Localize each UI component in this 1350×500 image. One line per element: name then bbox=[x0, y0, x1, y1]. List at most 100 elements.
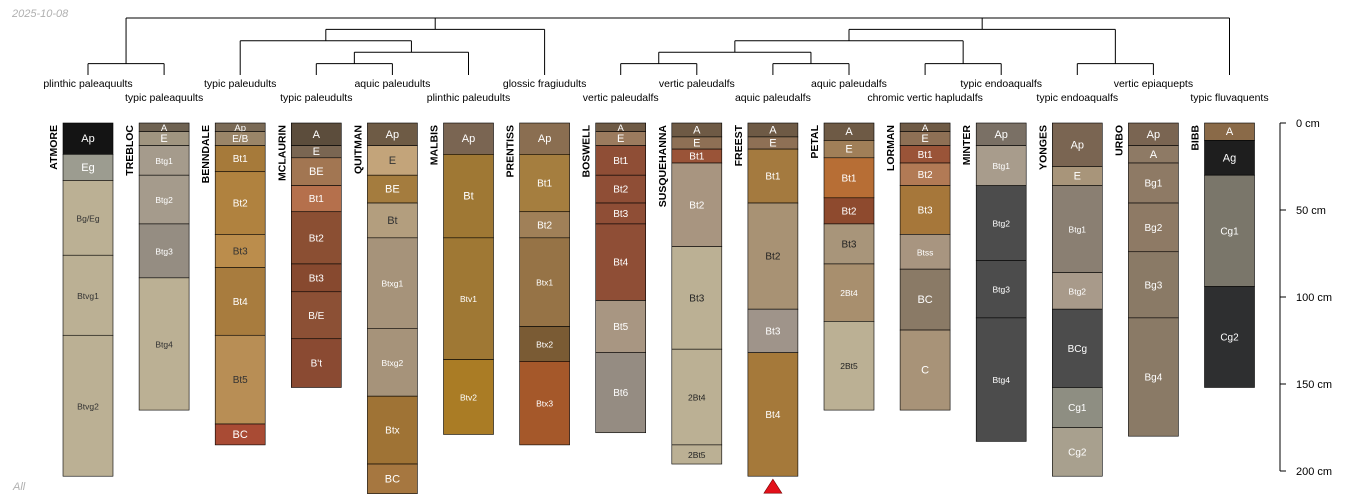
horizon-urbo-bg4 bbox=[1128, 317, 1179, 437]
profile-name: TREBLOC bbox=[124, 125, 136, 176]
horizon-label: Btv2 bbox=[460, 393, 477, 403]
horizon-trebloc-btg2 bbox=[138, 174, 190, 225]
horizon-label: 2Bt4 bbox=[840, 288, 858, 298]
horizon-malbis-bt bbox=[443, 154, 494, 239]
profile-name: PETAL bbox=[809, 124, 821, 158]
horizon-malbis-btv2 bbox=[443, 359, 494, 435]
horizon-label: Btg2 bbox=[155, 195, 173, 205]
horizon-quitman-be bbox=[367, 174, 418, 204]
horizon-lorman-c bbox=[899, 329, 951, 411]
subgroup-label: typic paleudults bbox=[204, 78, 276, 90]
horizon-label: Ap bbox=[234, 123, 246, 134]
horizon-atmore-btvg1 bbox=[62, 254, 114, 336]
horizon-benndale-bt2 bbox=[214, 171, 266, 235]
horizon-atmore-eg bbox=[62, 154, 114, 181]
horizon-benndale-bt3 bbox=[214, 234, 266, 268]
horizon-label: A bbox=[1226, 126, 1234, 138]
profile-name: SUSQUEHANNA bbox=[657, 125, 669, 208]
horizon-label: Btg1 bbox=[992, 161, 1010, 171]
horizon-label: Bt4 bbox=[765, 410, 780, 421]
horizon-atmore-ap bbox=[62, 122, 114, 155]
horizon-susquehanna-bt3 bbox=[671, 246, 723, 350]
subgroup-label: plinthic paleaquults bbox=[43, 78, 132, 90]
date-label: 2025-10-08 bbox=[12, 8, 69, 20]
profile-atmore: Ap Eg Bg/Eg Btvg1 Btvg2 ATMORE bbox=[48, 122, 114, 477]
subgroup-label: vertic paleudalfs bbox=[659, 78, 735, 90]
horizon-label: Btg1 bbox=[1069, 225, 1087, 235]
horizon-label: BE bbox=[309, 166, 324, 178]
horizon-label: Ap bbox=[538, 133, 551, 145]
horizon-susquehanna-2bt5 bbox=[671, 444, 723, 465]
subgroup-label: typic endoaqualfs bbox=[960, 78, 1042, 90]
horizon-label: A bbox=[922, 123, 929, 134]
horizon-label: Cg1 bbox=[1068, 403, 1087, 414]
horizon-label: E bbox=[921, 133, 928, 145]
horizon-label: BCg bbox=[1068, 344, 1087, 355]
horizon-urbo-bg3 bbox=[1128, 251, 1179, 319]
horizon-boswell-bt4 bbox=[595, 223, 647, 301]
horizon-label: Btx3 bbox=[536, 399, 553, 409]
horizon-label: Bt3 bbox=[233, 246, 248, 257]
horizon-label: A bbox=[693, 124, 701, 136]
horizon-freest-bt4 bbox=[747, 352, 799, 477]
horizon-label: E bbox=[693, 138, 700, 150]
horizon-label: Btx1 bbox=[536, 278, 553, 288]
horizon-prentiss-bt2 bbox=[519, 211, 570, 239]
profile-minter: Ap Btg1 Btg2 Btg3 Btg4 MINTER bbox=[961, 122, 1027, 442]
horizon-label: Bt2 bbox=[537, 220, 552, 231]
horizon-yonges-btg2 bbox=[1052, 272, 1103, 310]
horizon-quitman-btxg2 bbox=[367, 328, 418, 397]
horizon-quitman-e bbox=[367, 145, 418, 176]
horizon-label: E bbox=[769, 138, 776, 150]
depth-tick-label: 100 cm bbox=[1296, 292, 1332, 304]
horizon-label: Bt bbox=[463, 191, 473, 203]
horizon-label: Bt1 bbox=[613, 156, 628, 167]
horizon-label: Bg4 bbox=[1145, 373, 1163, 384]
profile-name: QUITMAN bbox=[352, 125, 364, 174]
profile-name: FREEST bbox=[733, 124, 745, 166]
horizon-label: A bbox=[845, 126, 853, 138]
horizon-label: Bt2 bbox=[309, 233, 324, 244]
horizon-label: Bt2 bbox=[841, 206, 856, 217]
horizon-label: Bt1 bbox=[309, 194, 324, 205]
subgroup-label: typic paleudults bbox=[280, 92, 352, 104]
horizon-label: Bt2 bbox=[689, 200, 704, 211]
profile-benndale: ApE/B Bt1 Bt2 Bt3 Bt4 Bt5 BC BENNDALE bbox=[200, 122, 266, 446]
subgroup-label: aquic paleudalfs bbox=[735, 92, 811, 104]
horizon-label: Bt5 bbox=[233, 375, 248, 386]
horizon-yonges-bcg bbox=[1052, 308, 1103, 388]
horizon-label: Ap bbox=[1071, 139, 1084, 151]
horizon-yonges-ap bbox=[1052, 122, 1103, 167]
horizon-label: Bt3 bbox=[613, 209, 628, 220]
horizon-urbo-bg1 bbox=[1128, 162, 1179, 204]
horizon-label: E/B bbox=[232, 134, 248, 145]
profile-malbis: Ap Bt Btv1 Btv2 MALBIS bbox=[429, 122, 494, 435]
horizon-label: Cg1 bbox=[1220, 226, 1239, 237]
horizon-label: Bg3 bbox=[1145, 280, 1163, 291]
horizon-freest-bt2 bbox=[747, 202, 799, 310]
horizon-label: Bt3 bbox=[918, 206, 933, 217]
subgroup-label: vertic paleudalfs bbox=[583, 92, 659, 104]
horizon-label: Bt1 bbox=[765, 172, 780, 183]
horizon-boswell-bt5 bbox=[595, 300, 647, 353]
profile-mclaurin: AE BE Bt1 Bt2 Bt3 B/E B't MCLAURIN bbox=[276, 122, 342, 388]
subgroup-label: aquic paleudults bbox=[354, 78, 430, 90]
horizon-atmore-bgeg bbox=[62, 180, 114, 256]
profile-bibb: A Ag Cg1 Cg2 BIBB bbox=[1190, 122, 1255, 388]
horizon-label: Bt3 bbox=[689, 293, 704, 304]
horizon-label: 2Bt4 bbox=[688, 393, 706, 403]
horizon-lorman-btss bbox=[899, 234, 951, 270]
horizon-label: B't bbox=[311, 359, 323, 370]
horizon-boswell-bt1 bbox=[595, 145, 647, 176]
horizon-mclaurin-bt3 bbox=[290, 263, 342, 293]
horizon-boswell-bt6 bbox=[595, 352, 647, 434]
subgroup-label: typic endoaqualfs bbox=[1036, 92, 1118, 104]
depth-axis: 0 cm 50 cm 100 cm 150 cm 200 cm bbox=[1279, 118, 1332, 478]
horizon-label: Btg4 bbox=[155, 339, 173, 349]
horizon-benndale-bt4 bbox=[214, 267, 266, 336]
horizon-label: Btg3 bbox=[155, 246, 173, 256]
horizon-prentiss-btx1 bbox=[519, 237, 570, 327]
horizon-freest-bt3 bbox=[747, 308, 799, 353]
horizon-freest-bt1 bbox=[747, 148, 799, 204]
horizon-label: C bbox=[921, 365, 929, 377]
